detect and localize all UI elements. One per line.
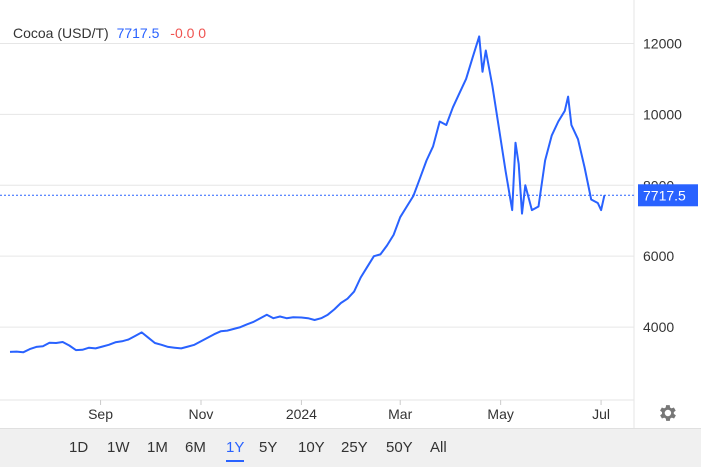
range-button-50y[interactable]: 50Y bbox=[386, 439, 413, 456]
price-tag: 7717.5 bbox=[638, 184, 698, 207]
range-selector: 1D 1W 1M 6M 1Y 5Y 10Y 25Y 50Y All bbox=[0, 428, 701, 467]
range-button-10y[interactable]: 10Y bbox=[298, 439, 325, 456]
range-button-6m[interactable]: 6M bbox=[185, 439, 206, 456]
x-tick-label: 2024 bbox=[286, 406, 317, 422]
x-tick-label: Jul bbox=[592, 406, 610, 422]
range-button-1m[interactable]: 1M bbox=[147, 439, 168, 456]
x-tick-label: May bbox=[487, 406, 513, 422]
gear-icon[interactable] bbox=[656, 402, 678, 424]
range-button-1y[interactable]: 1Y bbox=[226, 439, 245, 462]
chart-header: Cocoa (USD/T) 7717.5 -0.0 0 bbox=[13, 25, 210, 41]
x-tick-label: Mar bbox=[388, 406, 412, 422]
range-button-1d[interactable]: 1D bbox=[69, 439, 89, 456]
y-tick-label: 4000 bbox=[643, 319, 674, 335]
range-button-25y[interactable]: 25Y bbox=[341, 439, 368, 456]
y-tick-label: 6000 bbox=[643, 248, 674, 264]
price-value: 7717.5 bbox=[116, 25, 160, 41]
x-tick-label: Nov bbox=[189, 406, 214, 422]
grid bbox=[0, 0, 635, 428]
change-value: -0.0 0 bbox=[170, 25, 207, 41]
x-tick-label: Sep bbox=[88, 406, 113, 422]
range-button-all[interactable]: All bbox=[430, 439, 447, 456]
range-button-5y[interactable]: 5Y bbox=[259, 439, 278, 456]
y-tick-label: 12000 bbox=[643, 35, 682, 51]
price-tag-background bbox=[638, 184, 698, 207]
symbol-label: Cocoa (USD/T) bbox=[13, 25, 109, 41]
y-tick-label: 10000 bbox=[643, 106, 682, 122]
series-line bbox=[9, 35, 606, 354]
range-button-1w[interactable]: 1W bbox=[107, 439, 130, 456]
x-axis: Sep Nov 2024 Mar May Jul bbox=[88, 400, 610, 422]
price-tag-label: 7717.5 bbox=[643, 187, 686, 203]
